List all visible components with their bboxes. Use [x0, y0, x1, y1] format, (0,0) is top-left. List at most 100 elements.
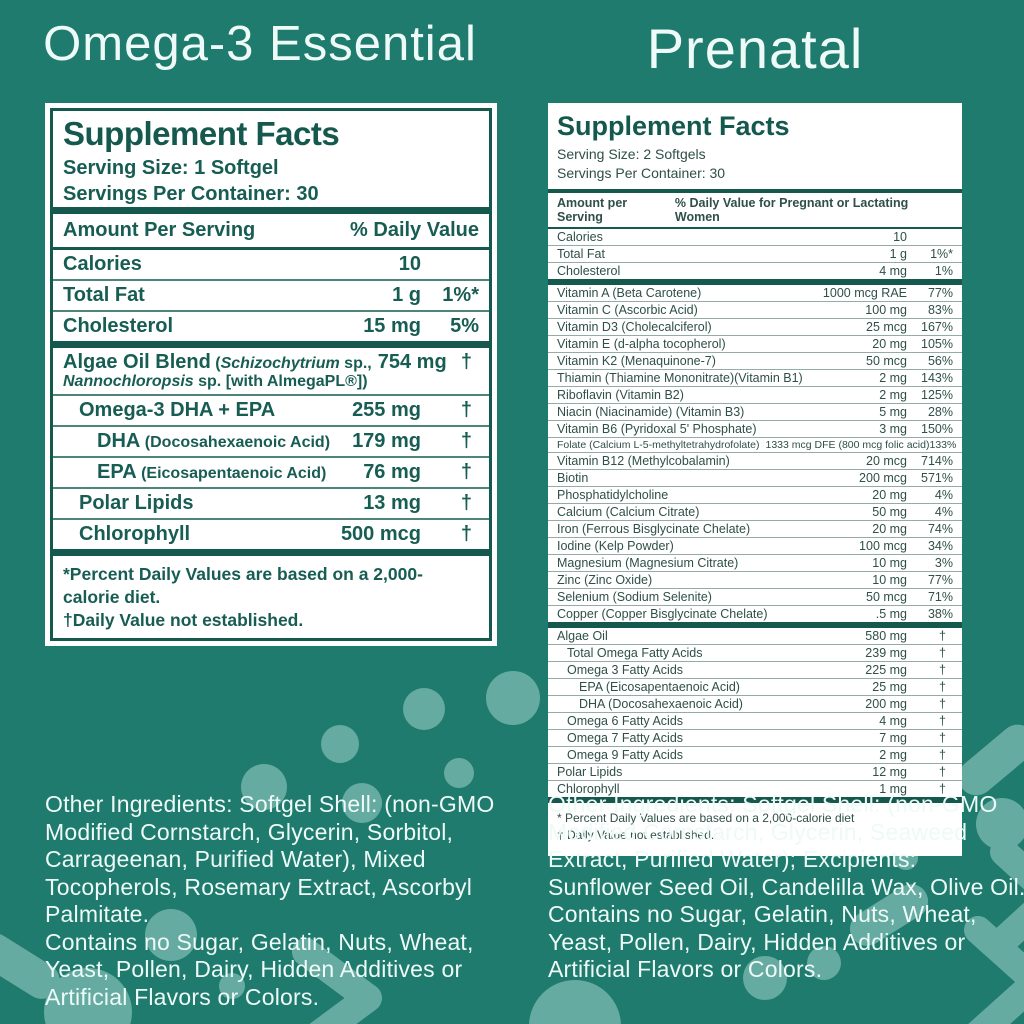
row-label: EPA (Eicosapentaenoic Acid)	[579, 680, 740, 694]
row-label: Niacin (Niacinamide) (Vitamin B3)	[557, 405, 745, 419]
table-row: Vitamin E (d-alpha tocopherol) 20 mg 105%	[548, 336, 962, 353]
row-amount: 1 mg	[879, 782, 907, 796]
table-row: Chlorophyll 1 mg †	[548, 781, 962, 803]
decor-chevrons	[292, 838, 1024, 1024]
row-amount: 754 mg	[377, 351, 447, 373]
table-row: Omega 3 Fatty Acids 225 mg †	[548, 662, 962, 679]
footnotes: * Percent Daily Values are based on a 2,…	[548, 803, 962, 854]
row-dv: 83%	[927, 303, 953, 317]
row-dv: †	[939, 663, 946, 677]
row-amount: 76 mg	[363, 460, 421, 483]
row-label: Calories	[63, 253, 142, 275]
row-amount: 2 mg	[879, 748, 907, 762]
row-amount: 10	[893, 230, 907, 244]
row-amount: 13 mg	[363, 491, 421, 514]
row-dv: †	[939, 680, 946, 694]
row-dv: 28%	[927, 405, 953, 419]
row-dv: 133%	[929, 439, 957, 451]
table-row: Riboflavin (Vitamin B2) 2 mg 125%	[548, 387, 962, 404]
row-amount: 2 mg	[879, 388, 907, 402]
table-row: Vitamin C (Ascorbic Acid) 100 mg 83%	[548, 302, 962, 319]
row-amount: 200 mcg	[859, 471, 907, 485]
table-row: Vitamin B12 (Methylcobalamin) 20 mcg 714%	[548, 453, 962, 470]
row-label: Vitamin C (Ascorbic Acid)	[557, 303, 698, 317]
divider-medium	[53, 247, 489, 250]
table-row: Niacin (Niacinamide) (Vitamin B3) 5 mg 28%	[548, 404, 962, 421]
row-amount: 10 mg	[872, 573, 907, 587]
table-row: Biotin 200 mcg 571%	[548, 470, 962, 487]
row-label: Magnesium (Magnesium Citrate)	[557, 556, 739, 570]
divider-thick	[53, 207, 489, 214]
row-label: Copper (Copper Bisglycinate Chelate)	[557, 607, 768, 621]
table-row: Vitamin D3 (Cholecalciferol) 25 mcg 167%	[548, 319, 962, 336]
row-dv: 4%	[934, 505, 953, 519]
row-label: DHA (Docosahexaenoic Acid)	[97, 429, 331, 452]
contains-text: Contains no Sugar, Gelatin, Nuts, Wheat,…	[548, 901, 977, 982]
row-amount: 4 mg	[879, 714, 907, 728]
dv-column-header: % Daily Value for Pregnant or Lactating …	[674, 196, 909, 224]
row-amount: 200 mg	[865, 697, 907, 711]
row-label: Vitamin K2 (Menaquinone-7)	[557, 354, 716, 368]
servings-per-container: Servings Per Container: 30	[557, 165, 726, 181]
table-row: Omega 6 Fatty Acids 4 mg †	[548, 713, 962, 730]
facts-header-row: Amount Per Serving % Daily Value	[53, 214, 489, 247]
footnotes: *Percent Daily Values are based on a 2,0…	[53, 556, 489, 638]
row-amount: 1 g	[392, 284, 421, 306]
row-dv: 38%	[927, 607, 953, 621]
row-label: Chlorophyll	[79, 522, 191, 545]
other-ingredients-text: Other Ingredients: Softgel Shell: (non-G…	[548, 791, 1024, 900]
footnote-dagger: †Daily Value not established.	[63, 609, 304, 630]
row-amount: 10 mg	[872, 556, 907, 570]
row-dv: †	[939, 646, 946, 660]
facts-heading: Supplement Facts	[63, 115, 340, 152]
row-dv: 125%	[921, 388, 953, 402]
table-row: Omega 9 Fatty Acids 2 mg †	[548, 747, 962, 764]
row-label: Zinc (Zinc Oxide)	[557, 573, 653, 587]
facts-heading: Supplement Facts	[557, 111, 790, 141]
table-row: Iodine (Kelp Powder) 100 mcg 34%	[548, 538, 962, 555]
row-label: Vitamin D3 (Cholecalciferol)	[557, 320, 712, 334]
row-label: Total Fat	[557, 247, 605, 261]
row-label: Chlorophyll	[557, 782, 620, 796]
row-label: Vitamin E (d-alpha tocopherol)	[557, 337, 726, 351]
supplement-facts-card-left: Supplement Facts Serving Size: 1 Softgel…	[45, 103, 497, 646]
table-row: DHA (Docosahexaenoic Acid) 179 mg †	[53, 427, 489, 458]
serving-size: Serving Size: 2 Softgels	[557, 146, 706, 162]
row-dv: 77%	[927, 286, 953, 300]
row-dv: 1%*	[442, 284, 479, 306]
row-amount: 1333 mcg DFE (800 mcg folic acid)	[765, 439, 930, 451]
row-amount: 5 mg	[879, 405, 907, 419]
row-amount: 1000 mcg RAE	[822, 286, 907, 300]
table-row: Magnesium (Magnesium Citrate) 10 mg 3%	[548, 555, 962, 572]
table-row: Polar Lipids 12 mg †	[548, 764, 962, 781]
row-label: Omega 9 Fatty Acids	[567, 748, 684, 762]
row-amount: 50 mcg	[866, 590, 907, 604]
dv-column-header: % Daily Value	[350, 219, 479, 241]
row-label: Total Omega Fatty Acids	[567, 646, 703, 660]
row-dv: 150%	[921, 422, 953, 436]
other-ingredients-text: Other Ingredients: Softgel Shell: (non-G…	[45, 791, 495, 927]
table-row: Calcium (Calcium Citrate) 50 mg 4%	[548, 504, 962, 521]
table-row: Phosphatidylcholine 20 mg 4%	[548, 487, 962, 504]
table-row: Omega-3 DHA + EPA 255 mg †	[53, 396, 489, 427]
table-row: Cholesterol 4 mg 1%	[548, 263, 962, 285]
row-label: Vitamin B12 (Methylcobalamin)	[557, 454, 730, 468]
table-row: Algae Oil Blend (Schizochytrium sp., 754 …	[53, 348, 489, 396]
table-row: Vitamin B6 (Pyridoxal 5' Phosphate) 3 mg 1…	[548, 421, 962, 438]
row-dv: 714%	[921, 454, 953, 468]
row-amount: .5 mg	[875, 607, 907, 621]
decor-capsules	[0, 724, 1024, 999]
row-label: Omega 6 Fatty Acids	[567, 714, 684, 728]
other-ingredients-right: Other Ingredients: Softgel Shell: (non-G…	[548, 791, 1024, 984]
row-label: Omega 3 Fatty Acids	[567, 663, 684, 677]
contains-text: Contains no Sugar, Gelatin, Nuts, Wheat,…	[45, 928, 474, 1010]
table-row: Zinc (Zinc Oxide) 10 mg 77%	[548, 572, 962, 589]
row-label: Cholesterol	[63, 315, 174, 337]
row-label: Omega 7 Fatty Acids	[567, 731, 684, 745]
row-label: Iodine (Kelp Powder)	[557, 539, 674, 553]
row-label: Calcium (Calcium Citrate)	[557, 505, 700, 519]
row-label: Polar Lipids	[557, 765, 623, 779]
row-label: Phosphatidylcholine	[557, 488, 669, 502]
facts-header-row: Amount per Serving % Daily Value for Pre…	[548, 189, 962, 229]
row-dv: †	[460, 351, 472, 373]
